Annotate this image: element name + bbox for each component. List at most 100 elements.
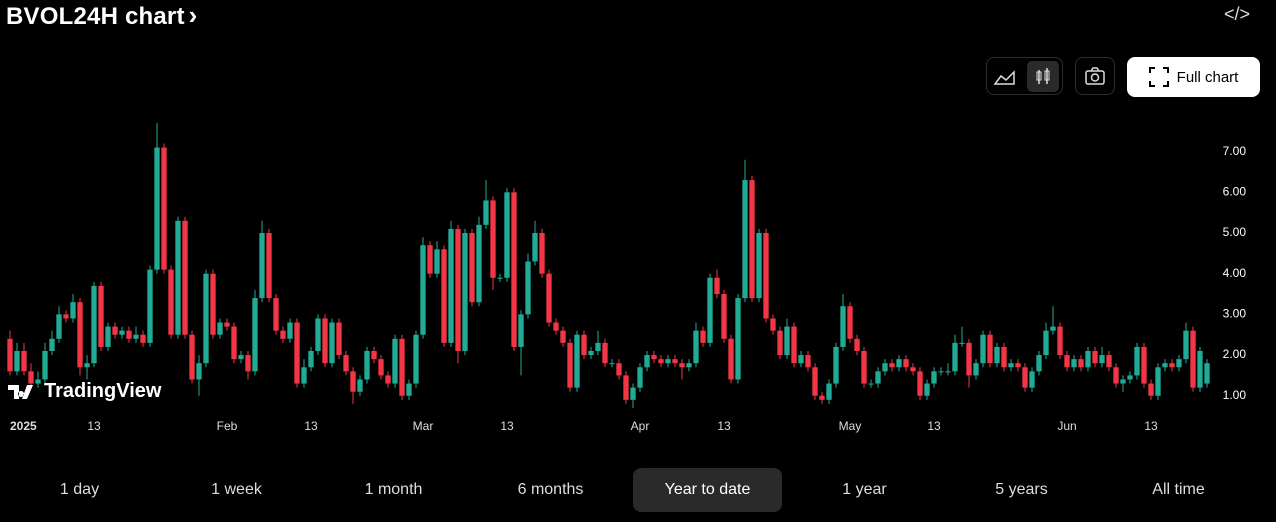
- style-icons[interactable]: [987, 58, 1064, 96]
- candle-body: [931, 371, 937, 384]
- screenshot-button[interactable]: [1075, 57, 1115, 95]
- range-button[interactable]: 1 year: [842, 481, 887, 498]
- candle-body: [280, 330, 286, 339]
- candle-body: [161, 147, 167, 270]
- candle-body: [1092, 351, 1098, 364]
- candle-body: [1176, 359, 1182, 368]
- candle-body: [791, 326, 797, 364]
- candle-body: [49, 338, 55, 351]
- candle-body: [784, 326, 790, 356]
- candle-body: [434, 249, 440, 274]
- candle-body: [147, 269, 153, 343]
- candle-body: [798, 355, 804, 364]
- candle-body: [28, 371, 34, 384]
- candle-body: [287, 322, 293, 339]
- candle-body: [770, 318, 776, 331]
- candle-body: [525, 261, 531, 315]
- candle-body: [567, 342, 573, 388]
- candle-body: [133, 334, 139, 339]
- candle-body: [301, 367, 307, 384]
- x-tick-label: May: [839, 419, 862, 433]
- candle-body: [896, 359, 902, 368]
- candle-body: [1141, 346, 1147, 384]
- chevron[interactable]: ›: [188, 0, 198, 30]
- candle-body: [952, 342, 958, 372]
- candle-body: [910, 367, 916, 372]
- candle-body: [357, 379, 363, 392]
- candle-body: [42, 351, 48, 380]
- candle-body: [945, 371, 951, 373]
- candle-body: [1169, 363, 1175, 368]
- range-button[interactable]: Year to date: [633, 468, 782, 512]
- candle-body: [1162, 363, 1168, 368]
- candle-body: [1064, 355, 1070, 368]
- candle-body: [588, 351, 594, 356]
- candle-body: [700, 330, 706, 343]
- candle-body: [1015, 363, 1021, 368]
- candle-body: [994, 346, 1000, 364]
- candle-body: [637, 367, 643, 388]
- range-button[interactable]: 5 years: [995, 481, 1048, 498]
- candle-body: [987, 334, 993, 364]
- candle-body: [1071, 359, 1077, 368]
- candle-body: [56, 314, 62, 339]
- candle-body: [413, 334, 419, 384]
- candle-body: [1099, 355, 1105, 364]
- candle-body: [1029, 371, 1035, 388]
- candle-body: [679, 363, 685, 368]
- candle-body: [742, 180, 748, 299]
- candle-body: [378, 359, 384, 376]
- x-tick-label: 13: [1144, 419, 1158, 433]
- candle-body: [560, 330, 566, 343]
- candle-body: [854, 338, 860, 351]
- candle-body: [1134, 346, 1140, 376]
- y-tick-label: 1.00: [1223, 388, 1247, 402]
- candle-body: [1204, 363, 1210, 384]
- range-button[interactable]: 1 day: [59, 481, 100, 498]
- range-bar: 1 day 1 week 1 month 6 months Year to date 1 …: [0, 468, 1276, 512]
- candle-body: [1022, 367, 1028, 388]
- candle-body: [490, 200, 496, 278]
- candle-body: [1050, 326, 1056, 331]
- candle-body: [581, 334, 587, 356]
- candle-body: [308, 351, 314, 368]
- candle-body: [392, 338, 398, 384]
- watermark: TradingView: [8, 380, 161, 403]
- candle-body: [259, 233, 265, 299]
- full-chart-label[interactable]: Full chart: [1176, 68, 1239, 86]
- candle-body: [112, 326, 118, 335]
- candle-body: [350, 371, 356, 392]
- chart: 1.00 2.00 3.00 4.00 5.00 6.00 7.00 2025 13 Feb 13 M…: [7, 123, 1247, 433]
- title-text[interactable]: BVOL24H chart: [6, 3, 185, 30]
- candle-body: [1085, 351, 1091, 368]
- range-button[interactable]: 1 month: [364, 481, 423, 498]
- candle-body: [721, 294, 727, 339]
- candle-body: [294, 322, 300, 384]
- candle-body: [644, 355, 650, 368]
- tv-logo: [8, 384, 33, 399]
- embed-icon[interactable]: </>: [1223, 4, 1250, 24]
- candle-body: [756, 233, 762, 299]
- candle-body: [609, 363, 615, 365]
- title[interactable]: BVOL24H chart ›: [6, 0, 198, 31]
- x-tick-label: 13: [500, 419, 514, 433]
- candle-body: [728, 338, 734, 380]
- range-button[interactable]: 6 months: [517, 481, 584, 498]
- candle-body: [1120, 379, 1126, 384]
- range-button[interactable]: All time: [1152, 481, 1205, 498]
- x-tick-label: Apr: [631, 419, 650, 433]
- watermark-text: TradingView: [44, 380, 162, 402]
- candle-body: [273, 298, 279, 331]
- candle-body: [980, 334, 986, 364]
- candle-body: [140, 334, 146, 343]
- candle-body: [882, 363, 888, 372]
- candle-body: [224, 322, 230, 327]
- candle-body: [399, 338, 405, 396]
- candle-body: [231, 326, 237, 360]
- candle-body: [322, 318, 328, 364]
- candle-body: [973, 363, 979, 376]
- range-button[interactable]: 1 week: [211, 481, 262, 498]
- candle-body: [420, 245, 426, 335]
- candle-body: [315, 318, 321, 351]
- full-chart-button[interactable]: Full chart: [1127, 57, 1260, 97]
